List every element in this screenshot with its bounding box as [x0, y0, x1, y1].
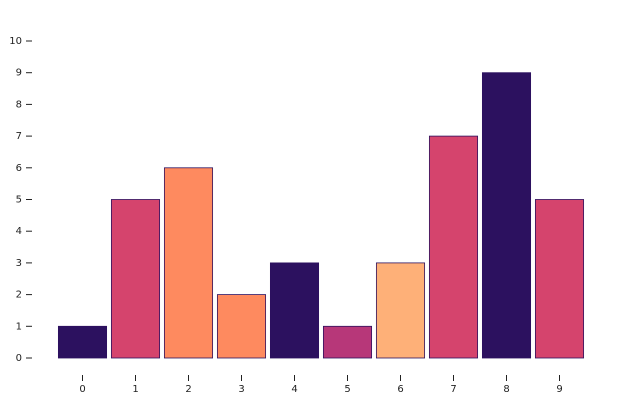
- y-tick-label: 5: [16, 195, 22, 206]
- x-tick-label: 2: [185, 384, 191, 395]
- y-tick-label: 2: [16, 290, 22, 301]
- y-tick-label: 3: [16, 258, 22, 269]
- x-tick-label: 3: [238, 384, 244, 395]
- bar: [375, 262, 426, 359]
- y-tick-label: 10: [9, 36, 22, 47]
- y-tick-label: 9: [16, 68, 22, 79]
- bar: [269, 262, 320, 359]
- y-tick-label: 8: [16, 99, 22, 110]
- x-tick-label: 4: [291, 384, 297, 395]
- bar: [322, 325, 373, 359]
- bar: [428, 135, 479, 359]
- x-tick-label: 6: [397, 384, 403, 395]
- x-tick-label: 9: [556, 384, 562, 395]
- bar: [163, 167, 214, 359]
- bar: [534, 199, 585, 359]
- bar: [110, 199, 161, 359]
- y-tick-label: 7: [16, 131, 22, 142]
- bar: [57, 325, 108, 359]
- y-tick-label: 4: [16, 226, 22, 237]
- x-tick-label: 5: [344, 384, 350, 395]
- y-tick-label: 0: [16, 353, 22, 364]
- y-tick-label: 1: [16, 321, 22, 332]
- x-tick-label: 1: [132, 384, 138, 395]
- y-tick-label: 6: [16, 163, 22, 174]
- x-tick-label: 0: [79, 384, 85, 395]
- x-tick-label: 8: [503, 384, 509, 395]
- bar: [216, 294, 267, 359]
- x-tick-label: 7: [450, 384, 456, 395]
- bar: [481, 72, 532, 359]
